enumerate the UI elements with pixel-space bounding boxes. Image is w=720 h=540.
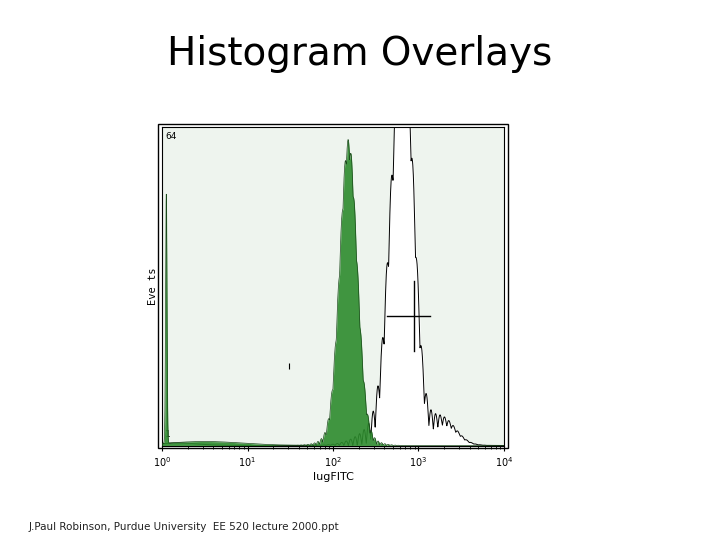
- Text: 64: 64: [166, 132, 177, 141]
- X-axis label: lugFITC: lugFITC: [312, 472, 354, 482]
- Text: J.Paul Robinson, Purdue University  EE 520 lecture 2000.ppt: J.Paul Robinson, Purdue University EE 52…: [29, 522, 339, 532]
- Text: Histogram Overlays: Histogram Overlays: [167, 35, 553, 73]
- Y-axis label: Eve ts: Eve ts: [148, 267, 158, 305]
- Text: 1: 1: [166, 430, 171, 439]
